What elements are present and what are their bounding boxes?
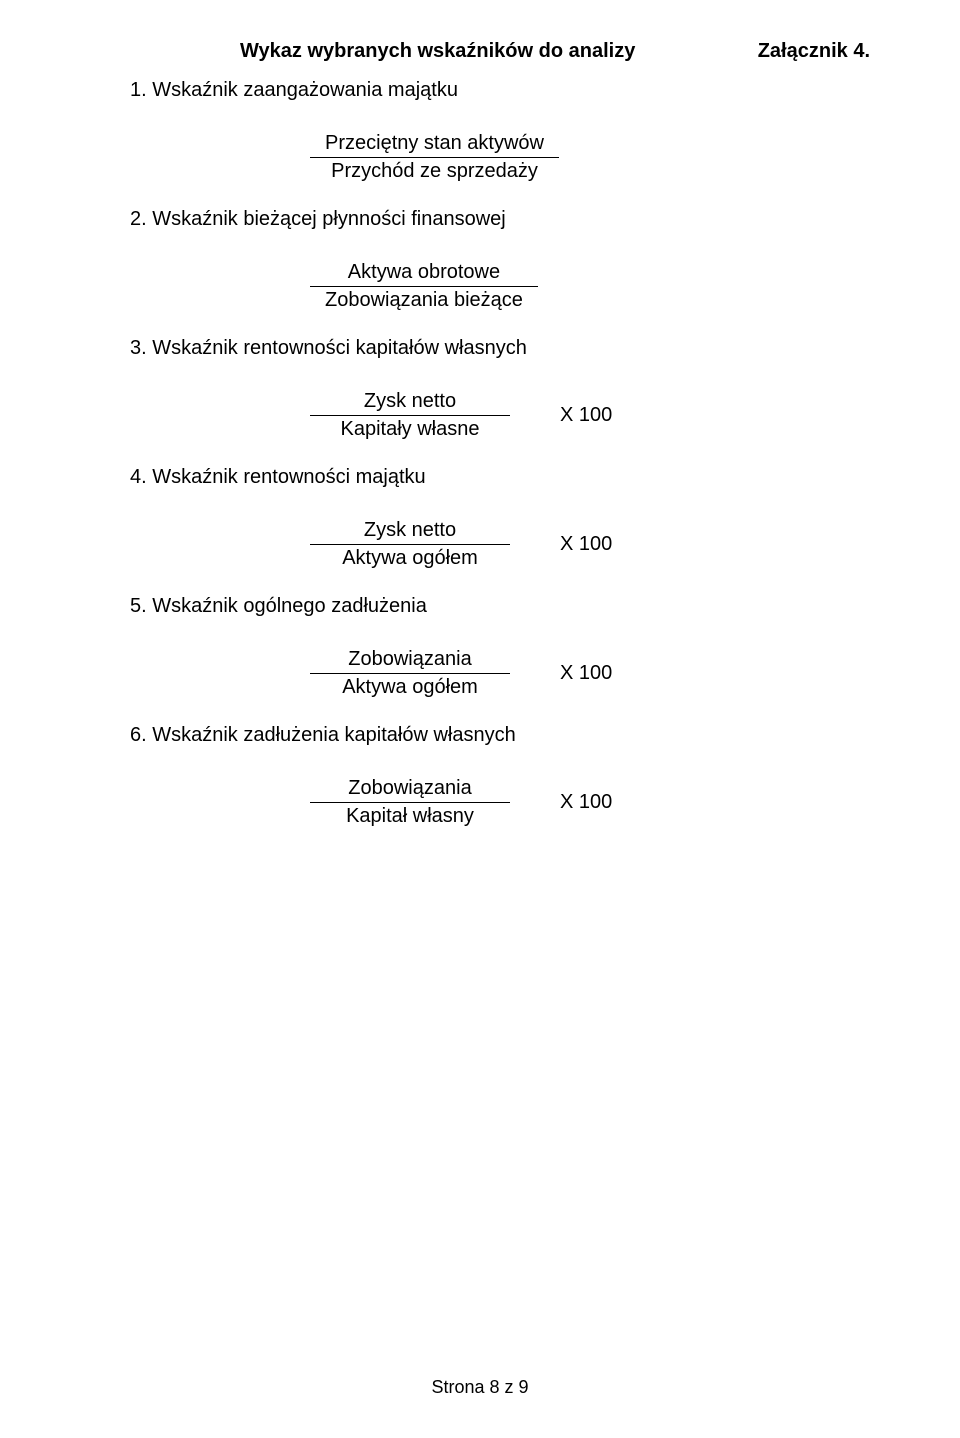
page-footer: Strona 8 z 9	[0, 1377, 960, 1398]
section-3-fraction: Zysk netto Kapitały własne	[310, 390, 510, 441]
section-1-numerator: Przeciętny stan aktywów	[310, 132, 559, 158]
section-4-heading: 4. Wskaźnik rentowności majątku	[130, 466, 870, 489]
section-5-denominator: Aktywa ogółem	[310, 674, 510, 699]
document-title: Wykaz wybranych wskaźników do analizy	[240, 40, 758, 63]
header-row: Wykaz wybranych wskaźników do analizy Za…	[90, 40, 870, 69]
section-5-multiplier: X 100	[560, 662, 612, 685]
section-2-numerator: Aktywa obrotowe	[310, 261, 538, 287]
section-4-fraction: Zysk netto Aktywa ogółem	[310, 519, 510, 570]
attachment-label: Załącznik 4.	[758, 40, 870, 63]
section-6-multiplier: X 100	[560, 791, 612, 814]
section-3-formula: Zysk netto Kapitały własne X 100	[310, 390, 870, 441]
section-5-fraction: Zobowiązania Aktywa ogółem	[310, 648, 510, 699]
section-4-denominator: Aktywa ogółem	[310, 545, 510, 570]
section-4-numerator: Zysk netto	[310, 519, 510, 545]
section-3-multiplier: X 100	[560, 404, 612, 427]
section-1-denominator: Przychód ze sprzedaży	[310, 158, 559, 183]
section-5-formula: Zobowiązania Aktywa ogółem X 100	[310, 648, 870, 699]
section-6-heading: 6. Wskaźnik zadłużenia kapitałów własnyc…	[130, 724, 870, 747]
section-4-formula: Zysk netto Aktywa ogółem X 100	[310, 519, 870, 570]
section-5-heading: 5. Wskaźnik ogólnego zadłużenia	[130, 595, 870, 618]
section-6-formula: Zobowiązania Kapitał własny X 100	[310, 777, 870, 828]
section-6-denominator: Kapitał własny	[310, 803, 510, 828]
section-3-denominator: Kapitały własne	[310, 416, 510, 441]
section-2-heading: 2. Wskaźnik bieżącej płynności finansowe…	[130, 208, 870, 231]
section-1-formula: Przeciętny stan aktywów Przychód ze sprz…	[310, 132, 870, 183]
section-2-formula: Aktywa obrotowe Zobowiązania bieżące	[310, 261, 870, 312]
section-2-denominator: Zobowiązania bieżące	[310, 287, 538, 312]
section-1-fraction: Przeciętny stan aktywów Przychód ze sprz…	[310, 132, 559, 183]
section-1-heading: 1. Wskaźnik zaangażowania majątku	[130, 79, 870, 102]
section-6-numerator: Zobowiązania	[310, 777, 510, 803]
section-5-numerator: Zobowiązania	[310, 648, 510, 674]
section-4-multiplier: X 100	[560, 533, 612, 556]
section-3-heading: 3. Wskaźnik rentowności kapitałów własny…	[130, 337, 870, 360]
section-2-fraction: Aktywa obrotowe Zobowiązania bieżące	[310, 261, 538, 312]
section-3-numerator: Zysk netto	[310, 390, 510, 416]
section-6-fraction: Zobowiązania Kapitał własny	[310, 777, 510, 828]
